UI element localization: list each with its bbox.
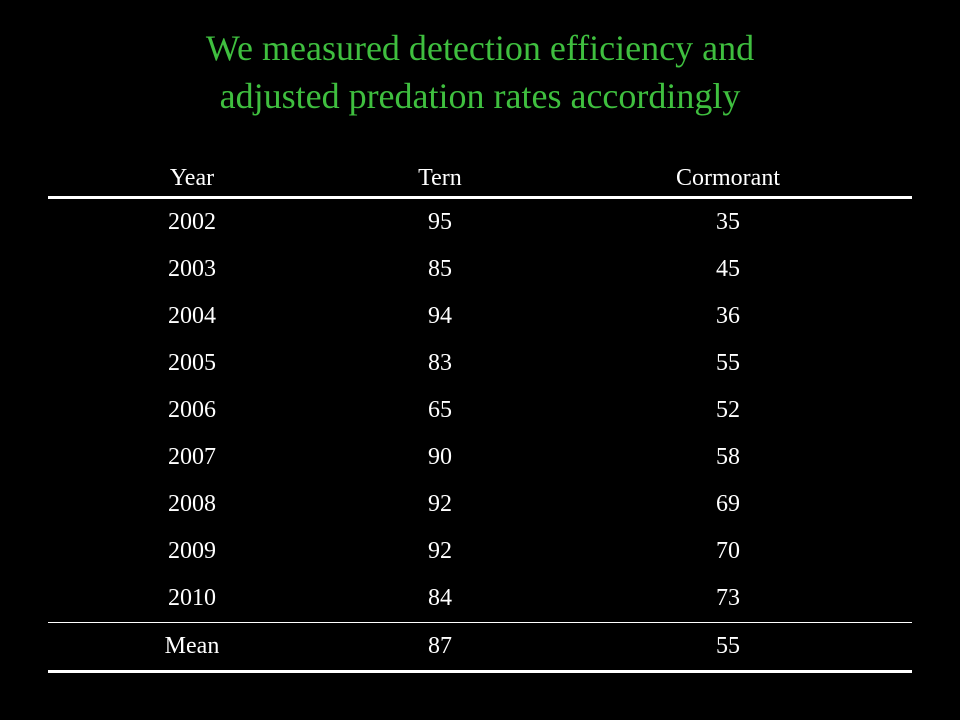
mean-cormorant: 55: [716, 633, 740, 659]
cell-cormorant: 35: [716, 209, 740, 235]
cell-year: 2005: [168, 350, 216, 376]
header-year: Year: [169, 164, 215, 191]
mean-label: Mean: [164, 633, 220, 659]
cell-tern: 92: [428, 538, 452, 564]
header-cormorant: Cormorant: [676, 164, 780, 191]
table-row: 2004 94 36: [48, 293, 912, 340]
cell-year: 2009: [168, 538, 216, 564]
cell-tern: 84: [428, 585, 452, 611]
detection-table: Year Tern Cormorant 2002 95 35 2003 85 4…: [48, 160, 912, 673]
cell-year: 2006: [168, 397, 216, 423]
cell-cormorant: 45: [716, 256, 740, 282]
cell-year: 2010: [168, 585, 216, 611]
cell-tern: 92: [428, 491, 452, 517]
cell-cormorant: 36: [716, 303, 740, 329]
table-row: 2006 65 52: [48, 387, 912, 434]
mean-row: Mean 87 55: [48, 622, 912, 672]
cell-tern: 85: [428, 256, 452, 282]
table-row: 2009 92 70: [48, 528, 912, 575]
cell-year: 2002: [168, 209, 216, 235]
cell-tern: 95: [428, 209, 452, 235]
table-row: 2008 92 69: [48, 481, 912, 528]
cell-cormorant: 70: [716, 538, 740, 564]
cell-cormorant: 52: [716, 397, 740, 423]
cell-cormorant: 58: [716, 444, 740, 470]
cell-cormorant: 55: [716, 350, 740, 376]
cell-cormorant: 73: [716, 585, 740, 611]
table-header-row: Year Tern Cormorant: [48, 160, 912, 198]
cell-tern: 94: [428, 303, 452, 329]
mean-tern: 87: [428, 633, 452, 659]
slide-title-line-2: adjusted predation rates accordingly: [219, 76, 741, 116]
cell-year: 2008: [168, 491, 216, 517]
header-tern: Tern: [418, 164, 462, 191]
cell-year: 2003: [168, 256, 216, 282]
table-row: 2003 85 45: [48, 246, 912, 293]
table-row: 2005 83 55: [48, 340, 912, 387]
cell-year: 2007: [168, 444, 216, 470]
slide-title: We measured detection efficiency and adj…: [0, 24, 960, 120]
cell-year: 2004: [168, 303, 216, 329]
table-row: 2007 90 58: [48, 434, 912, 481]
table-row: 2002 95 35: [48, 198, 912, 247]
cell-tern: 83: [428, 350, 452, 376]
cell-cormorant: 69: [716, 491, 740, 517]
cell-tern: 90: [428, 444, 452, 470]
slide-title-line-1: We measured detection efficiency and: [205, 28, 755, 68]
cell-tern: 65: [428, 397, 452, 423]
table-row: 2010 84 73: [48, 575, 912, 623]
